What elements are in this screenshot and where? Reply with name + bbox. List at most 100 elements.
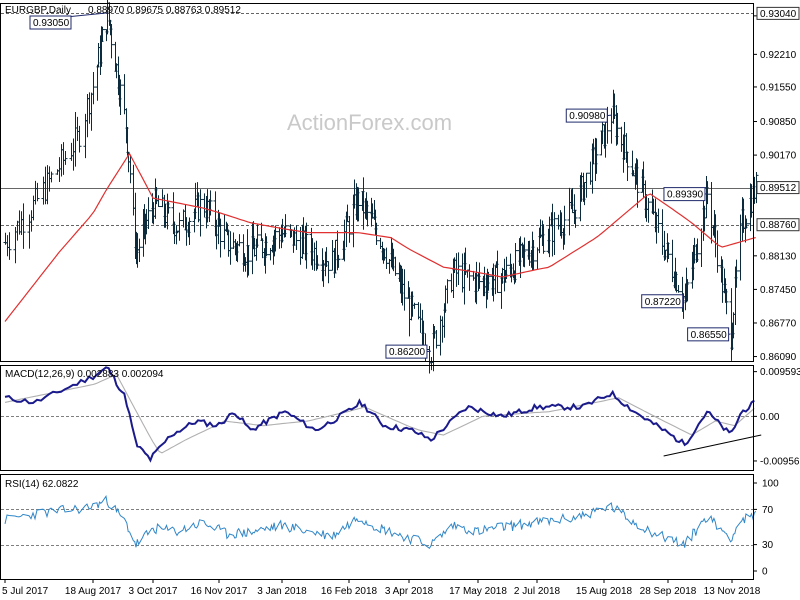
ohlc-bar [434,329,439,349]
rsi-tick-label: 100 [762,479,779,490]
ohlc-bar [35,182,40,202]
annotation-label: 0.89390 [667,190,704,201]
annotation-0-87220: 0.87220 [641,294,685,309]
x-tick: 15 Aug 2018 [576,579,633,597]
price-tick-label: 0.87450 [760,285,797,296]
rsi-lines [1,494,757,550]
ohlc-bar [218,218,223,258]
x-tick-label: 3 Apr 2018 [385,586,434,597]
ohlc-bar [374,222,379,246]
annotation-label: 0.86200 [389,347,426,358]
x-tick: 2 Jul 2018 [514,579,561,597]
ohlc-bar [356,187,361,222]
annotation-0-86200: 0.86200 [385,344,432,359]
x-axis: 5 Jul 2017 18 Aug 2017 3 Oct 2017 16 Nov 20… [2,579,761,597]
rsi-tick-label: 30 [762,540,774,551]
x-tick: 3 Apr 2018 [385,579,434,597]
ohlc-bar [77,125,82,153]
ohlc-bar [109,23,114,59]
watermark: ActionForex.com [287,110,452,135]
price-annotations: 0.93050 0.90980 0.89390 0.87220 0.86550 0.862… [29,12,731,359]
price-tick: 0.86770 [753,318,797,329]
pane-frames [0,3,754,580]
rsi-frame [0,474,754,580]
x-tick: 28 Sep 2018 [640,579,697,597]
rsi-series-line [4,494,757,550]
rsi-tick-label: 0 [762,567,768,578]
ohlc-bar [177,212,182,241]
ohlc-bar [705,181,710,205]
ohlc-bar [552,212,557,255]
price-tick: 0.91550 [753,82,797,93]
annotation-0-86550: 0.86550 [687,327,731,342]
x-tick-label: 18 Aug 2017 [65,586,122,597]
x-tick-label: 17 May 2018 [449,586,507,597]
macd-tick: -0.009562 [753,456,800,467]
x-tick-label: 16 Feb 2018 [321,586,378,597]
ohlc-bar [347,216,352,243]
macd-lines [1,366,762,463]
symbol-label: EURGBP,Daily [5,5,71,16]
ohlc-bar [625,151,630,182]
price-tick-label: 0.88760 [760,220,797,231]
x-tick: 3 Oct 2017 [129,579,178,597]
annotation-0-93050: 0.93050 [29,12,108,30]
x-tick: 17 May 2018 [449,579,507,597]
price-tick: 0.89512 [756,181,800,195]
ohlc-bar [237,234,242,247]
ohlc-bar [49,171,54,183]
ohlc-bar [615,112,620,145]
macd-tick-label: 0.00 [760,412,780,423]
ohlc-bar [336,254,341,268]
ohlc-bar [445,279,450,304]
ohlc-bar [283,214,288,238]
ohlc-bar [467,264,472,291]
ohlc-bar [477,262,482,289]
annotation-label: 0.86550 [691,330,728,341]
moving-average-line [4,152,756,322]
ohlc-bar [584,172,589,198]
price-tick-label: 0.88130 [760,251,797,262]
ohlc-bar [63,151,68,165]
ohlc-bar [118,79,123,115]
ohlc-bar [685,279,690,302]
annotation-label: 0.90980 [569,111,606,122]
x-tick-label: 2 Jul 2018 [514,586,561,597]
ohlc-bar [100,26,105,42]
price-tick-label: 0.86770 [760,318,797,329]
ohlc-bar [315,255,320,270]
price-tick: 0.88130 [753,251,797,262]
ohlc-bar [365,200,370,227]
ohlc-bar [695,238,700,262]
ohlc-bar [146,197,151,230]
rsi-label: RSI(14) 62.0822 [5,479,79,490]
ohlc-bar [562,205,567,245]
ohlc-bar [246,245,251,276]
ohlc-bar [495,250,500,293]
macd-tick-label: -0.009562 [760,456,800,467]
price-tick: 0.92210 [753,50,797,61]
ohlc-bar [513,242,518,283]
price-tick: 0.87450 [753,285,797,296]
price-y-axis: 0.929900.922100.915500.908500.901700.895… [753,6,800,363]
ohlc-bar [456,252,461,286]
ohlc-bar [21,203,26,249]
x-tick-label: 3 Oct 2017 [129,586,178,597]
price-tick-label: 0.92210 [760,50,797,61]
price-tick-label: 0.90850 [760,117,797,128]
x-tick-label: 28 Sep 2018 [640,586,697,597]
ohlc-bar [541,224,546,254]
price-tick-label: 0.91550 [760,82,797,93]
macd-series-signal [4,373,755,454]
ohlc-bar [573,209,578,228]
ohlc-bar [522,237,527,268]
ohlc-bar [402,269,407,311]
x-tick: 5 Jul 2017 [2,579,49,597]
ohlc-bar [264,236,269,257]
ohlc-bar [255,224,260,248]
x-tick: 16 Nov 2017 [191,579,248,597]
x-tick: 3 Jan 2018 [257,579,307,597]
ohlc-bar [412,302,417,309]
ohlc-bar [91,72,96,105]
